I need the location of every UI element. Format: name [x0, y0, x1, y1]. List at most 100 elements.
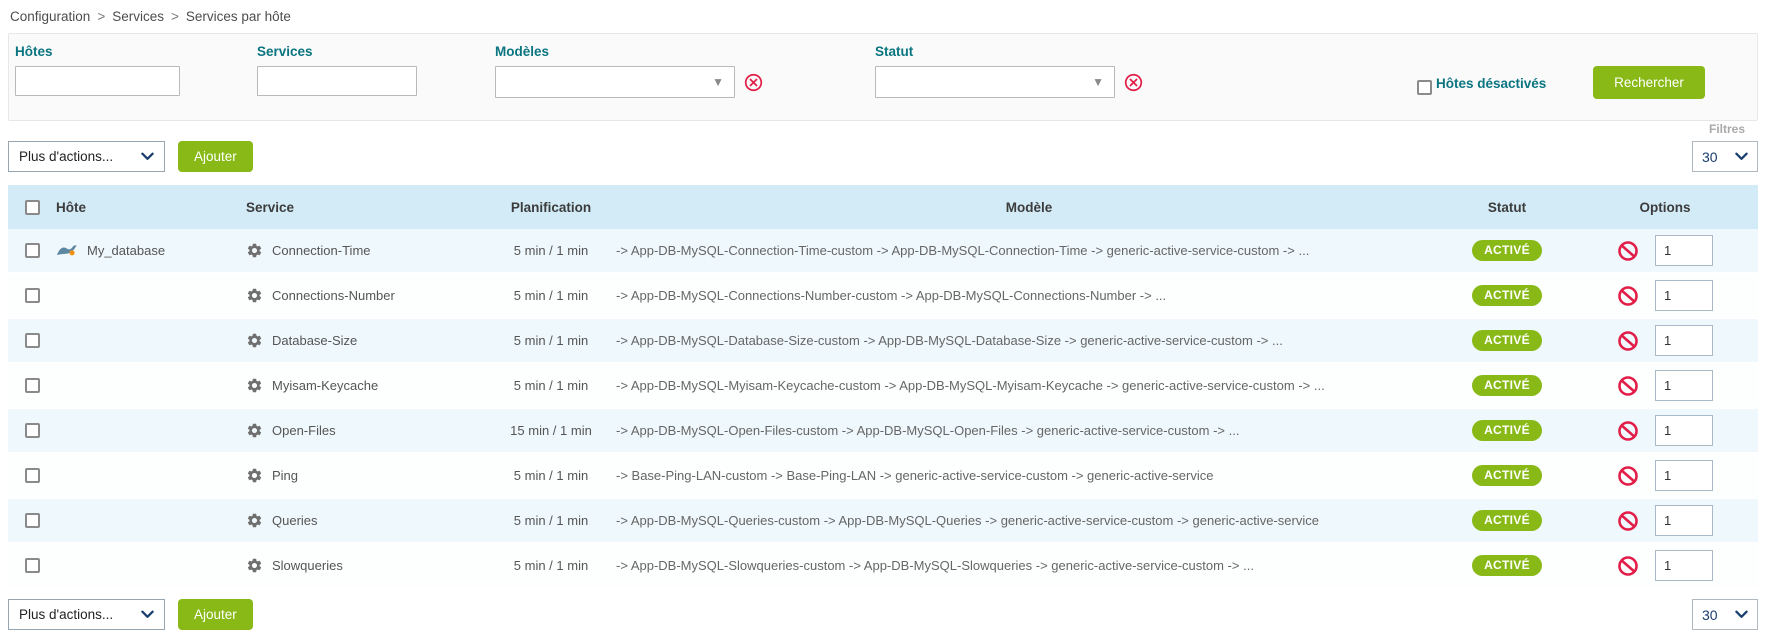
status-badge: ACTIVÉ	[1472, 510, 1542, 531]
template-chain: -> App-DB-MySQL-Connections-Number-custo…	[616, 288, 1167, 303]
disable-icon[interactable]	[1617, 465, 1639, 487]
gear-icon	[246, 557, 263, 574]
table-row: Ping 5 min / 1 min -> Base-Ping-LAN-cust…	[8, 454, 1758, 499]
status-badge: ACTIVÉ	[1472, 555, 1542, 576]
row-checkbox[interactable]	[24, 378, 40, 393]
hosts-filter-group: Hôtes	[15, 44, 180, 96]
disable-icon[interactable]	[1617, 285, 1639, 307]
row-checkbox[interactable]	[24, 558, 40, 573]
more-actions-value: Plus d'actions...	[19, 607, 114, 622]
option-count-input[interactable]	[1655, 415, 1713, 446]
header-template: Modèle	[1005, 199, 1053, 215]
option-count-input[interactable]	[1655, 280, 1713, 311]
scheduling-value: 15 min / 1 min	[510, 423, 592, 438]
disable-icon[interactable]	[1617, 330, 1639, 352]
more-actions-value: Plus d'actions...	[19, 149, 114, 164]
scheduling-value: 5 min / 1 min	[513, 378, 589, 393]
row-checkbox[interactable]	[24, 513, 40, 528]
option-count-input[interactable]	[1655, 460, 1713, 491]
page-size-select-bottom[interactable]: 30	[1692, 599, 1758, 630]
header-status: Statut	[1487, 199, 1527, 215]
chevron-down-icon: ▼	[1092, 75, 1104, 89]
template-chain: -> App-DB-MySQL-Myisam-Keycache-custom -…	[616, 378, 1325, 393]
option-count-input[interactable]	[1655, 325, 1713, 356]
service-name-link[interactable]: Connections-Number	[272, 288, 395, 303]
bottom-toolbar: Plus d'actions... Ajouter 30	[8, 599, 1758, 635]
disable-icon[interactable]	[1617, 375, 1639, 397]
table-body: My_database Connection-Time 5 min / 1 mi…	[8, 229, 1758, 589]
services-filter-label: Services	[257, 44, 313, 59]
more-actions-select-bottom[interactable]: Plus d'actions...	[8, 599, 165, 630]
templates-filter-select[interactable]: ▼	[495, 66, 735, 98]
status-filter-group: Statut ▼	[875, 44, 1143, 98]
service-name-link[interactable]: Open-Files	[272, 423, 336, 438]
hosts-filter-label: Hôtes	[15, 44, 53, 59]
service-name-link[interactable]: Connection-Time	[272, 243, 371, 258]
clear-templates-filter-icon[interactable]	[744, 73, 763, 92]
template-chain: -> App-DB-MySQL-Connection-Time-custom -…	[616, 243, 1310, 258]
option-count-input[interactable]	[1655, 550, 1713, 581]
host-name-link[interactable]: My_database	[87, 243, 166, 258]
table-row: Database-Size 5 min / 1 min -> App-DB-My…	[8, 319, 1758, 364]
gear-icon	[246, 512, 263, 529]
scheduling-value: 5 min / 1 min	[513, 558, 589, 573]
row-checkbox[interactable]	[24, 468, 40, 483]
services-filter-input[interactable]	[257, 66, 417, 96]
template-chain: -> App-DB-MySQL-Queries-custom -> App-DB…	[616, 513, 1319, 528]
hosts-filter-input[interactable]	[15, 66, 180, 96]
scheduling-value: 5 min / 1 min	[513, 513, 589, 528]
disabled-hosts-checkbox[interactable]	[1417, 79, 1432, 95]
breadcrumb-configuration[interactable]: Configuration	[10, 9, 91, 24]
service-name-link[interactable]: Queries	[272, 513, 318, 528]
breadcrumb-services[interactable]: Services	[112, 9, 164, 24]
filters-caption[interactable]: Filtres	[1704, 121, 1749, 137]
table-header-row: Hôte Service Planification Modèle Statut…	[8, 185, 1758, 229]
status-filter-select[interactable]: ▼	[875, 66, 1115, 98]
table-row: Queries 5 min / 1 min -> App-DB-MySQL-Qu…	[8, 499, 1758, 544]
chevron-down-icon	[1735, 152, 1748, 160]
option-count-input[interactable]	[1655, 505, 1713, 536]
table-row: Myisam-Keycache 5 min / 1 min -> App-DB-…	[8, 364, 1758, 409]
scheduling-value: 5 min / 1 min	[513, 288, 589, 303]
service-name-link[interactable]: Myisam-Keycache	[272, 378, 379, 393]
status-badge: ACTIVÉ	[1472, 375, 1542, 396]
status-badge: ACTIVÉ	[1472, 285, 1542, 306]
service-name-link[interactable]: Slowqueries	[272, 558, 343, 573]
table-row: Slowqueries 5 min / 1 min -> App-DB-MySQ…	[8, 544, 1758, 589]
row-checkbox[interactable]	[24, 288, 40, 303]
service-name-link[interactable]: Database-Size	[272, 333, 358, 348]
template-chain: -> Base-Ping-LAN-custom -> Base-Ping-LAN…	[616, 468, 1214, 483]
breadcrumb-separator: >	[97, 9, 106, 24]
services-table: Hôte Service Planification Modèle Statut…	[8, 185, 1758, 589]
row-checkbox[interactable]	[24, 333, 40, 348]
disable-icon[interactable]	[1617, 420, 1639, 442]
services-filter-group: Services	[257, 44, 417, 96]
filter-panel: Hôtes Services Modèles ▼ Statut ▼	[8, 33, 1758, 137]
chevron-down-icon	[1735, 610, 1748, 618]
option-count-input[interactable]	[1655, 235, 1713, 266]
breadcrumb: Configuration > Services > Services par hôte	[0, 0, 1766, 30]
disable-icon[interactable]	[1617, 510, 1639, 532]
scheduling-value: 5 min / 1 min	[513, 468, 589, 483]
add-button-top[interactable]: Ajouter	[178, 141, 253, 172]
table-row: Connections-Number 5 min / 1 min -> App-…	[8, 274, 1758, 319]
clear-status-filter-icon[interactable]	[1124, 73, 1143, 92]
gear-icon	[246, 287, 263, 304]
header-scheduling: Planification	[510, 199, 592, 215]
status-badge: ACTIVÉ	[1472, 420, 1542, 441]
breadcrumb-services-par-hote[interactable]: Services par hôte	[185, 9, 291, 24]
service-name-link[interactable]: Ping	[272, 468, 299, 483]
chevron-down-icon	[141, 152, 154, 160]
add-button-bottom[interactable]: Ajouter	[178, 599, 253, 630]
search-button[interactable]: Rechercher	[1593, 66, 1705, 99]
option-count-input[interactable]	[1655, 370, 1713, 401]
page-size-select-top[interactable]: 30	[1692, 141, 1758, 172]
gear-icon	[246, 242, 263, 259]
disable-icon[interactable]	[1617, 240, 1639, 262]
more-actions-select-top[interactable]: Plus d'actions...	[8, 141, 165, 172]
row-checkbox[interactable]	[24, 243, 40, 258]
select-all-checkbox[interactable]	[24, 199, 40, 215]
row-checkbox[interactable]	[24, 423, 40, 438]
disable-icon[interactable]	[1617, 555, 1639, 577]
disabled-hosts-group: Hôtes désactivés	[1417, 76, 1546, 98]
